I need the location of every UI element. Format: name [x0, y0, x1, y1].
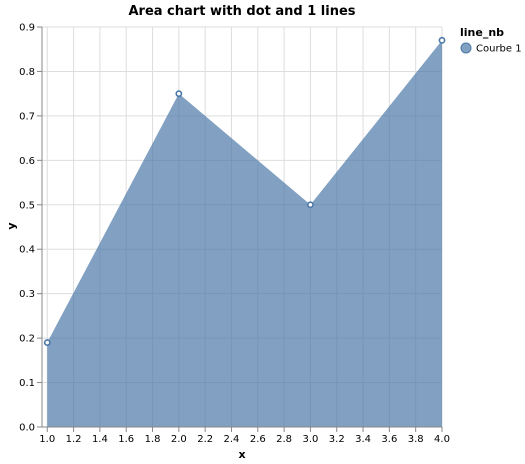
data-point [307, 201, 314, 209]
x-tick-label: 3.0 [302, 434, 318, 445]
legend-label: Courbe 1 [476, 44, 522, 55]
y-tick-label: 0.0 [19, 423, 35, 434]
x-tick-label: 1.2 [66, 434, 82, 445]
x-tick-label: 3.6 [381, 434, 397, 445]
x-tick-label: 2.4 [224, 434, 240, 445]
axes: 1.0 1.2 1.4 1.6 1.8 2.0 2.2 2.4 2.6 2.8 3.0 3.2 3.4 3… [19, 23, 450, 446]
area-series-1 [47, 40, 443, 427]
x-tick-label: 2.0 [171, 434, 187, 445]
x-tick-label: 3.8 [408, 434, 424, 445]
x-axis-title: x [238, 448, 245, 461]
x-tick-label: 1.4 [92, 434, 108, 445]
x-tick-label: 3.2 [329, 434, 345, 445]
y-tick-label: 0.6 [19, 156, 35, 167]
data-point [175, 90, 183, 98]
legend-symbol [460, 42, 472, 54]
x-tick-label: 4.0 [434, 434, 450, 445]
data-point [43, 339, 51, 346]
x-tick-label: 2.8 [276, 434, 292, 445]
y-tick-label: 0.7 [19, 111, 35, 122]
x-tick-label: 3.4 [355, 434, 371, 445]
chart-title: Area chart with dot and 1 lines [128, 4, 355, 19]
y-tick-label: 0.9 [19, 23, 35, 34]
data-point [438, 36, 446, 44]
x-tick-label: 1.0 [39, 434, 55, 445]
y-tick-label: 0.5 [19, 200, 35, 211]
legend: line_nb Courbe 1 [460, 26, 522, 55]
y-tick-label: 0.4 [19, 245, 35, 256]
y-tick-label: 0.1 [19, 378, 35, 389]
y-tick-label: 0.2 [19, 334, 35, 345]
y-tick-label: 0.8 [19, 67, 35, 78]
x-tick-label: 1.8 [145, 434, 161, 445]
area-layer [43, 36, 446, 427]
x-tick-label: 1.6 [118, 434, 134, 445]
x-tick-label: 2.2 [197, 434, 213, 445]
y-axis-title: y [5, 222, 18, 229]
x-tick-label: 2.6 [250, 434, 266, 445]
y-tick-label: 0.3 [19, 289, 35, 300]
legend-title[interactable]: line_nb [460, 26, 504, 39]
